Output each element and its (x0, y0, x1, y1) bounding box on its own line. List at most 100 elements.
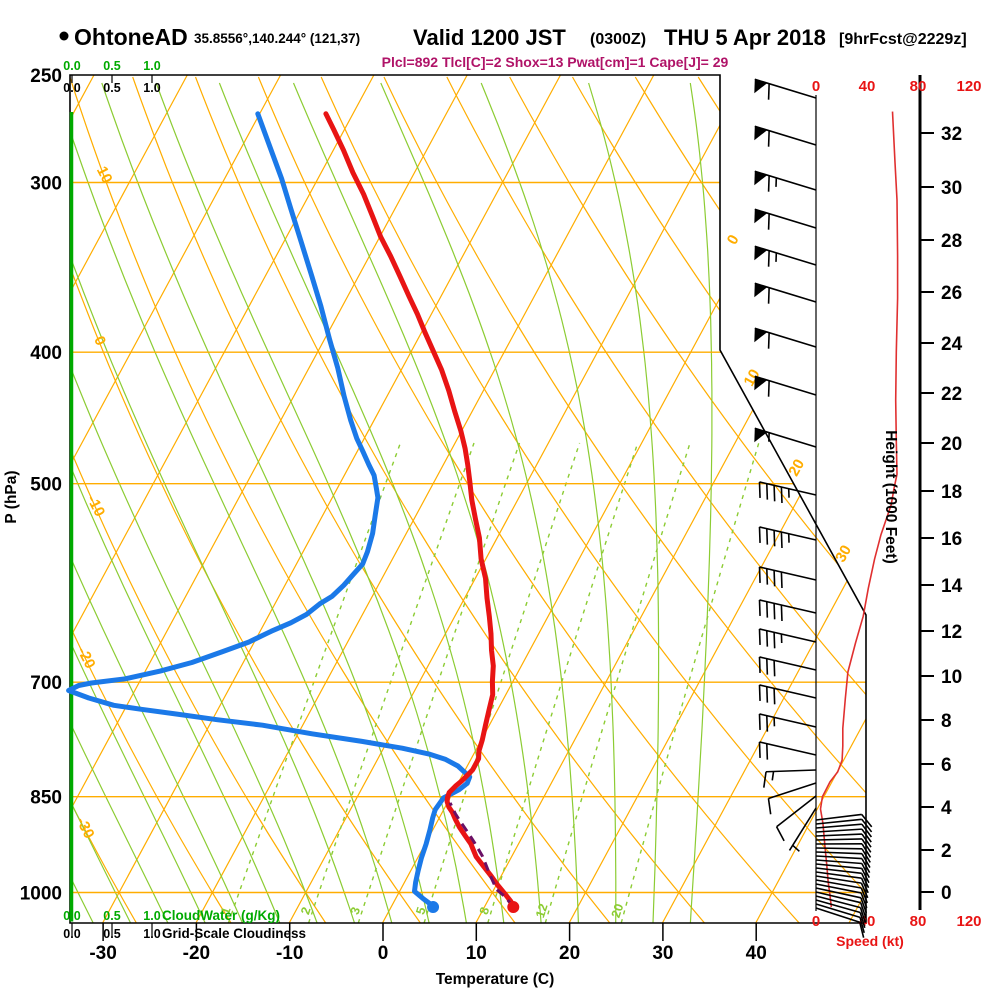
moist-adiabat-line (70, 82, 318, 923)
surface-temperature-dot (507, 901, 520, 914)
background-grid (70, 75, 866, 923)
wind-barb (754, 375, 817, 397)
wind-barb (815, 855, 871, 873)
wind-barb (815, 863, 870, 884)
wind-barb (815, 828, 872, 843)
adiabat-value-label: -20 (74, 644, 99, 671)
moist-adiabat-line (380, 82, 579, 923)
wind-barb (815, 847, 871, 863)
dry-adiabat-line (257, 76, 800, 923)
speed-tick-label: 0 (812, 913, 820, 930)
station-coords: 35.8556°,140.244° (121,37) (194, 31, 360, 46)
valid-zulu: (0300Z) (590, 31, 646, 48)
speed-tick-label: 80 (910, 78, 927, 95)
isotherm-line (70, 75, 188, 923)
isotherm-value-label: 30 (832, 542, 855, 565)
cloudwater-tick-label: 0.0 (63, 59, 80, 73)
wind-barb (815, 813, 873, 828)
dry-adiabat-line (70, 76, 327, 923)
height-tick-label: 26 (941, 283, 962, 304)
wind-barb (758, 684, 817, 705)
isotherm-line (70, 75, 375, 923)
height-tick-label: 0 (941, 883, 952, 904)
height-tick-label: 18 (941, 482, 962, 503)
temp-tick-label: 10 (466, 943, 487, 964)
mixing-ratio-value-label: 12 (533, 902, 551, 920)
mixing-ratio-value-label: 2 (298, 905, 313, 916)
dewpoint-curve (66, 111, 473, 910)
cloudwater-tick-label: 0.0 (63, 909, 80, 923)
wind-barb (758, 526, 817, 549)
height-tick-label: 6 (941, 755, 952, 776)
temp-tick-label: 30 (652, 943, 673, 964)
wind-barb (754, 78, 817, 100)
mixing-ratio-value-label: 5 (413, 905, 428, 916)
isotherm-line (70, 75, 468, 923)
cloudiness-axis-title: Grid-Scale Cloudiness (162, 926, 306, 941)
speed-tick-label: 120 (956, 913, 981, 930)
height-tick-label: 24 (941, 334, 963, 355)
wind-barb (788, 807, 817, 852)
mixing-ratio-value-label: 8 (477, 905, 492, 916)
moist-adiabat-line (70, 82, 356, 923)
cloudiness-tick-label: 1.0 (143, 81, 160, 95)
isotherm-line (848, 75, 866, 923)
wind-barb (815, 867, 870, 889)
moist-adiabat-line (218, 82, 505, 923)
temp-tick-label: 20 (559, 943, 580, 964)
dry-adiabat-line (446, 76, 866, 923)
wind-barb (754, 245, 817, 267)
wind-barb (758, 628, 817, 649)
dry-adiabat-line (70, 76, 516, 923)
wind-barb (758, 741, 817, 760)
isotherm-line (661, 75, 866, 923)
cloudwater-axis-title: CloudWater (g/Kg) (162, 908, 280, 923)
adiabat-value-label: -30 (73, 814, 98, 841)
wind-barb (815, 907, 865, 938)
wind-barb (758, 656, 817, 677)
height-tick-label: 32 (941, 124, 962, 145)
dry-adiabat-line (509, 76, 866, 923)
mixing-ratio-line (620, 442, 760, 923)
cloudiness-tick-label: 0.5 (103, 927, 120, 941)
dry-adiabat-line (320, 76, 866, 923)
temperature-axis-title: Temperature (C) (436, 971, 555, 988)
moist-adiabat-line (70, 82, 169, 923)
mixing-ratio-line (544, 442, 691, 923)
moist-adiabat-line (689, 82, 713, 923)
cloudwater-tick-label: 0.5 (103, 909, 120, 923)
wind-barb (758, 566, 817, 589)
isotherm-line (70, 75, 282, 923)
speed-tick-label: 120 (956, 78, 981, 95)
moist-adiabat-line (70, 82, 206, 923)
cloudwater-tick-label: 0.5 (103, 59, 120, 73)
height-tick-label: 28 (941, 231, 962, 252)
height-tick-label: 10 (941, 667, 962, 688)
dry-adiabat-line (132, 76, 611, 923)
speed-tick-label: 0 (812, 78, 820, 95)
temp-tick-label: -10 (276, 943, 303, 964)
wind-barb (758, 599, 817, 622)
mixing-ratio-line (487, 442, 639, 923)
speed-axis-title: Speed (kt) (836, 933, 904, 949)
wind-barb (815, 823, 873, 838)
wind-panel (754, 78, 899, 938)
dry-adiabat-line (70, 76, 232, 923)
wind-barb (815, 895, 867, 924)
height-tick-label: 16 (941, 529, 962, 550)
isotherm-value-label: 0 (724, 232, 743, 248)
isotherm-line (568, 75, 866, 923)
wind-barb (815, 851, 871, 868)
wind-barb (758, 481, 817, 504)
mixing-ratio-value-label: 3 (348, 905, 363, 916)
dry-adiabat-line (383, 76, 866, 923)
wind-barb (815, 859, 870, 879)
wind-barb (754, 125, 817, 147)
cloudiness-tick-label: 0.0 (63, 81, 80, 95)
cloudiness-tick-label: 0.5 (103, 81, 120, 95)
mixing-ratio-line (423, 442, 581, 923)
isotherm-line (195, 75, 655, 923)
temp-tick-label: -20 (183, 943, 210, 964)
mixing-ratio-value-label: 20 (609, 902, 627, 920)
